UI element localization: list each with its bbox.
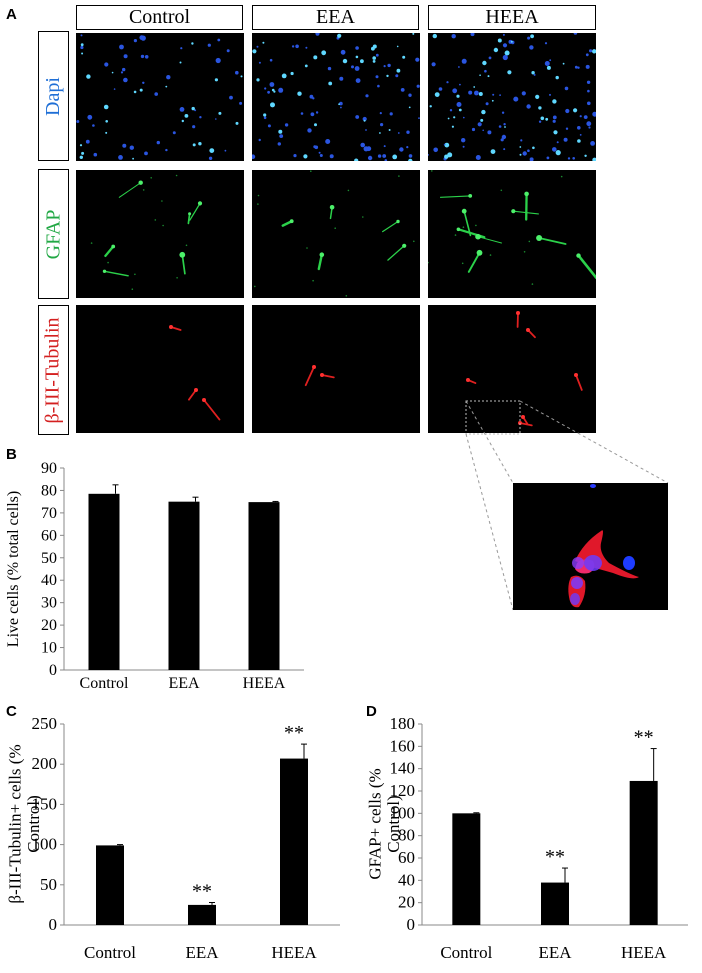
bar-eea [541,883,569,925]
zoom-connector-lower [466,434,513,610]
x-tick-label: EEA [168,675,200,692]
zoom-inset-cells [513,483,668,610]
y-tick-label: 140 [390,759,416,778]
bar-control [96,845,124,925]
y-tick-label: 0 [49,915,58,934]
y-tick-label: 30 [41,595,57,612]
bar-control [89,494,120,670]
y-tick-label: 200 [32,754,58,773]
y-tick-label: 40 [41,572,57,589]
y-tick-label: 0 [407,915,416,934]
y-tick-label: 90 [41,460,57,477]
y-tick-label: 20 [398,893,415,912]
chart-b: 0 10 20 30 40 50 60 70 80 90 Live cells (% total c… [0,458,360,713]
bar-heea [630,781,658,925]
y-tick-label: 0 [49,662,57,679]
y-tick-label: 40 [398,870,415,889]
significance-marker: ** [634,727,654,749]
y-axis-label: Live cells (% total cells) [5,491,22,647]
x-tick-label: Control [84,943,136,962]
x-tick-label: HEEA [243,675,286,692]
y-tick-label: 10 [41,640,57,657]
y-tick-label: 20 [41,617,57,634]
x-tick-label: EEA [185,943,219,962]
y-tick-label: 160 [390,736,416,755]
bar-heea [249,502,280,670]
y-tick-label: 180 [390,714,416,733]
x-tick-label: HEEA [271,943,317,962]
significance-marker: ** [284,722,304,744]
y-tick-label: 70 [41,505,57,522]
bar-eea [169,502,200,670]
y-tick-label: 80 [41,482,57,499]
zoom-connector-upper-right [520,401,668,483]
chart-b-svg: 0 10 20 30 40 50 60 70 80 90 Live cells (% total c… [0,458,360,708]
x-tick-label: HEEA [621,943,667,962]
zoom-connector-upper-left [466,401,513,483]
zoom-region-box [466,401,520,434]
zoom-inset-image [513,483,668,610]
bar-eea [188,905,216,925]
y-tick-label: 50 [41,550,57,567]
x-tick-label: Control [440,943,492,962]
y-tick-label: 50 [40,875,57,894]
significance-marker: ** [545,846,565,868]
y-tick-label: 250 [32,714,58,733]
bar-heea [280,759,308,925]
x-tick-label: EEA [538,943,572,962]
significance-marker: ** [192,880,212,902]
y-tick-label: 60 [41,527,57,544]
x-tick-label: Control [80,675,129,692]
bar-control [452,813,480,925]
